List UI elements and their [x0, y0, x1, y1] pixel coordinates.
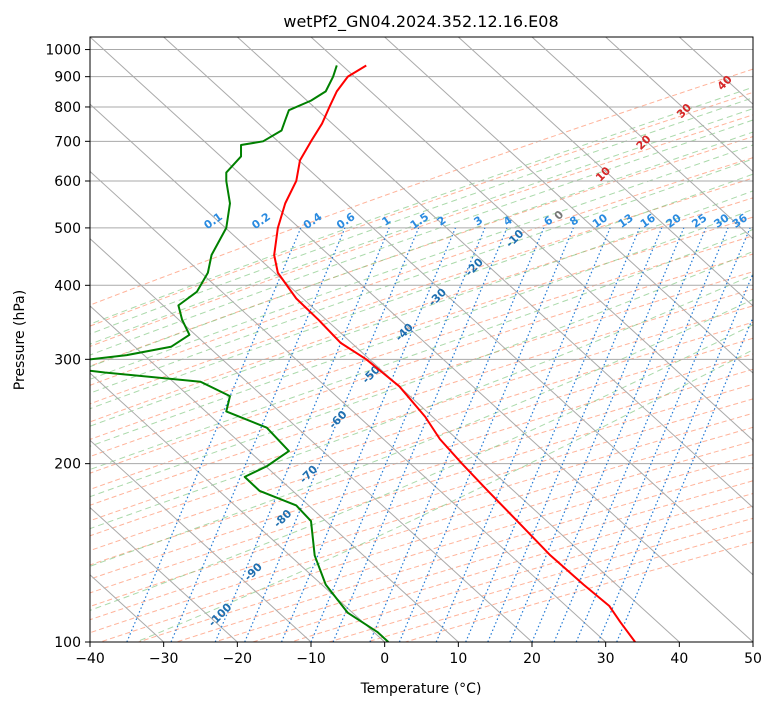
- mixing-ratio-line: [575, 227, 751, 642]
- dry-adiabat: [90, 136, 753, 367]
- mixing-ratio-line: [509, 227, 685, 642]
- mixing-ratio-line: [170, 227, 346, 642]
- moist-adiabat: [90, 144, 753, 380]
- dry-adiabat: [90, 197, 753, 423]
- moist-adiabat: [90, 274, 753, 530]
- isotherm-line: [90, 103, 680, 642]
- dry-adiabat: [90, 271, 753, 490]
- mixing-ratio-line: [369, 227, 545, 642]
- mixing-ratio-line: [553, 227, 729, 642]
- mixing-ratio-line: [280, 227, 457, 642]
- temperature-profile: [273, 64, 636, 642]
- isotherm-line: [163, 37, 753, 576]
- isotherm-line: [310, 37, 753, 442]
- mixing-ratio-line: [244, 227, 420, 642]
- x-tick-label: −20: [223, 651, 253, 667]
- y-tick-label: 800: [54, 100, 81, 116]
- y-tick-label: 100: [54, 635, 81, 651]
- x-tick-label: −10: [296, 651, 326, 667]
- dewpoint-profile: [90, 65, 390, 642]
- dry-adiabat: [252, 493, 753, 642]
- dry-adiabat: [100, 440, 753, 642]
- mixing-ratio-line: [597, 272, 753, 642]
- y-tick-label: 700: [54, 134, 81, 150]
- mixing-ratio-line: [531, 227, 707, 642]
- isotherm-line: [90, 372, 386, 642]
- isotherm-line: [90, 506, 238, 642]
- y-axis-title: Pressure (hPa): [12, 290, 28, 390]
- isotherm-line: [90, 170, 607, 642]
- mixing-ratio-line: [616, 315, 753, 642]
- y-tick-label: 300: [54, 352, 81, 368]
- mixing-ratio-line: [310, 227, 486, 642]
- moist-adiabat: [90, 298, 753, 567]
- moist-adiabat: [90, 86, 753, 325]
- isotherm-line: [236, 37, 753, 509]
- isotherm-line: [90, 37, 753, 642]
- dry-adiabat: [214, 480, 753, 642]
- dry-adiabat: [90, 177, 753, 405]
- dry-adiabat: [90, 368, 753, 580]
- y-tick-label: 1000: [45, 43, 81, 59]
- y-axis: 100 200 300 400 500 600 700 800 900 1000: [45, 43, 90, 651]
- y-tick-label: 200: [54, 457, 81, 473]
- dry-adiabat: [138, 454, 753, 642]
- mixing-ratio-line: [435, 227, 611, 642]
- mixing-ratio-line: [487, 227, 663, 642]
- isotherm-line: [90, 439, 312, 642]
- moist-adiabat: [90, 208, 753, 447]
- isotherm-line: [90, 305, 459, 642]
- isotherm-line: [90, 237, 533, 642]
- mixing-ratio-line: [398, 227, 574, 642]
- x-tick-label: 40: [670, 651, 688, 667]
- dry-adiabat: [90, 216, 753, 440]
- y-tick-label: 500: [54, 221, 81, 237]
- x-axis: −40 −30 −20 −10 0 10 20 30 40 50: [75, 642, 762, 667]
- y-tick-label: 400: [54, 278, 81, 294]
- chart-title: wetPf2_GN04.2024.352.12.16.E08: [283, 12, 558, 32]
- x-tick-label: −30: [149, 651, 179, 667]
- mixing-ratio-line: [332, 227, 508, 642]
- moist-adiabat: [90, 158, 753, 394]
- y-tick-label: 900: [54, 70, 81, 86]
- x-tick-label: 10: [449, 651, 467, 667]
- x-tick-label: −40: [75, 651, 105, 667]
- dry-adiabat: [176, 467, 753, 642]
- plot-frame: [89, 36, 754, 643]
- moist-adiabat: [90, 324, 753, 611]
- x-tick-label: 20: [523, 651, 541, 667]
- mixing-ratio-line: [214, 227, 390, 642]
- dry-adiabat: [90, 235, 753, 458]
- x-axis-title: Temperature (°C): [360, 681, 482, 697]
- x-tick-label: 50: [744, 651, 762, 667]
- x-tick-label: 30: [597, 651, 615, 667]
- x-tick-label: 0: [380, 651, 389, 667]
- moist-adiabat: [90, 97, 753, 335]
- mixing-ratio-line: [465, 227, 641, 642]
- dry-adiabat: [90, 426, 753, 634]
- isotherm-line: [605, 37, 753, 173]
- isotherm-line: [457, 37, 753, 307]
- isotherm-line: [384, 37, 753, 374]
- plot-content: 0.1 0.2 0.4 0.6 1 1.5 2 3 4 6 8 10 13 16 20 25 3036-100-…: [90, 37, 753, 642]
- mixing-ratio-line: [126, 227, 302, 642]
- y-tick-label: 600: [54, 174, 81, 190]
- dry-adiabat: [90, 337, 753, 552]
- isotherm-line: [531, 37, 753, 240]
- moist-adiabat: [90, 119, 753, 356]
